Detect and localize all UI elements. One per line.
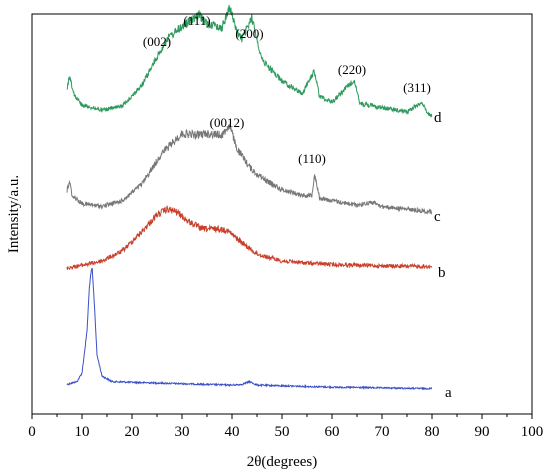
series-label-d: d: [434, 110, 442, 126]
x-tick-label-90: 90: [475, 424, 490, 440]
peak-label-0: (002): [143, 34, 171, 49]
y-axis-title: Intensity/a.u.: [6, 175, 22, 253]
plot-frame: [31, 13, 533, 415]
x-tick-label-0: 0: [28, 424, 36, 440]
x-tick-label-80: 80: [425, 424, 440, 440]
series-line-b: [66, 205, 433, 271]
series-line-c: [66, 123, 433, 215]
x-tick-label-60: 60: [325, 424, 340, 440]
series-label-a: a: [445, 385, 452, 401]
x-axis-ticks: 0 10 20 30 40 50 60 70 80 90 100: [28, 414, 543, 440]
annotation-layer: (002) (111) (200) (220) (311) (0012) (110): [143, 13, 431, 166]
x-tick-label-50: 50: [275, 424, 290, 440]
x-tick-label-100: 100: [521, 424, 544, 440]
x-tick-label-20: 20: [125, 424, 140, 440]
series-label-c: c: [434, 209, 441, 225]
peak-label-6: (110): [298, 151, 326, 166]
axes-layer: [31, 13, 533, 415]
series-line-d: [66, 4, 433, 118]
x-tick-label-70: 70: [375, 424, 390, 440]
x-tick-label-40: 40: [225, 424, 240, 440]
x-axis-title: 2θ(degrees): [247, 454, 317, 470]
series-label-b: b: [438, 265, 446, 281]
peak-label-3: (220): [338, 62, 366, 77]
peak-label-2: (200): [235, 26, 263, 41]
series-line-a: [66, 267, 433, 391]
peak-label-5: (0012): [210, 115, 245, 130]
x-tick-label-10: 10: [75, 424, 90, 440]
x-tick-label-30: 30: [175, 424, 190, 440]
peak-label-4: (311): [403, 80, 431, 95]
series-layer: a b c d: [66, 4, 452, 401]
peak-label-1: (111): [183, 13, 210, 28]
